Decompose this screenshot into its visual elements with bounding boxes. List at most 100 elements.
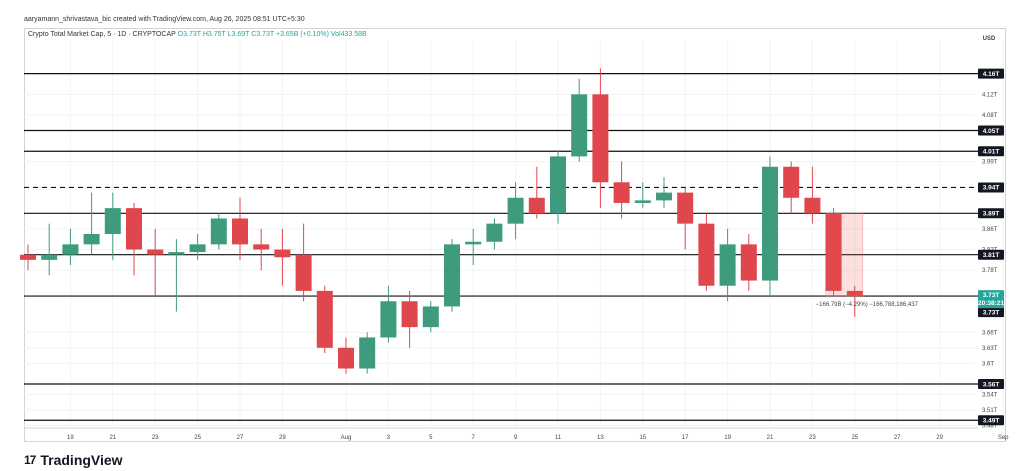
candle-body-0 (20, 254, 36, 260)
candle-body-29 (634, 200, 651, 203)
y-tick-label-5: 3.78T (982, 268, 998, 274)
candle-body-11 (253, 244, 270, 250)
symbol-name: Crypto Total Market Cap, 5 · 1D · CRYPTO… (28, 31, 176, 38)
candle-body-20 (444, 244, 460, 307)
x-tick-label-17: 23 (809, 435, 816, 441)
countdown-label: 20:38:21 (978, 300, 1004, 307)
level-badge-5-bg (978, 249, 1004, 260)
candle-body-38 (825, 213, 842, 291)
candle-body-16 (359, 337, 376, 369)
x-tick-label-6: Aug (341, 435, 352, 441)
x-tick-label-10: 9 (514, 435, 518, 441)
x-tick-label-12: 13 (597, 435, 604, 441)
x-tick-label-21: Sep (998, 435, 1009, 441)
currency-label: USD (983, 36, 996, 42)
x-tick-label-15: 19 (724, 435, 731, 441)
candle-body-31 (677, 192, 694, 224)
level-badge-0: 4.16T (983, 71, 1000, 78)
y-tick-label-2: 3.99T (982, 160, 998, 166)
candle-body-3 (83, 234, 100, 245)
x-tick-label-7: 3 (387, 435, 391, 441)
price-axis[interactable]: USD4.12T4.08T3.99T3.86T3.82T3.78T3.66T3.… (978, 36, 1004, 429)
level-badge-4-bg (978, 208, 1004, 219)
level-badge-2-bg (978, 146, 1004, 157)
symbol-legend: Crypto Total Market Cap, 5 · 1D · CRYPTO… (28, 31, 367, 38)
level-badge-7: 3.56T (983, 381, 1000, 388)
x-tick-label-19: 27 (894, 435, 901, 441)
level-badge-8: 3.49T (983, 418, 1000, 425)
y-tick-label-9: 3.54T (982, 392, 998, 398)
candle-body-6 (147, 249, 164, 255)
candle-body-18 (401, 301, 418, 328)
measure-box (825, 213, 864, 297)
tradingview-wordmark: TradingView (40, 452, 123, 468)
candle-body-15 (338, 347, 354, 369)
x-tick-label-3: 25 (194, 435, 201, 441)
x-tick-label-4: 27 (237, 435, 244, 441)
measure-tool: −166.79B (−4.29%) −166,788,186,437 (816, 213, 919, 308)
chart-frame (24, 28, 1006, 442)
candle-body-30 (656, 192, 672, 201)
y-tick-label-8: 3.6T (982, 361, 994, 367)
candle-body-13 (295, 254, 312, 291)
candle-body-22 (486, 223, 503, 242)
x-tick-label-8: 5 (429, 435, 433, 441)
candle-body-36 (783, 166, 800, 198)
x-tick-label-18: 25 (851, 435, 858, 441)
candle-body-39 (846, 290, 863, 297)
level-badge-3: 3.94T (983, 185, 1000, 192)
level-badge-6-bg (978, 307, 1004, 318)
level-badge-2: 4.01T (983, 149, 1000, 156)
y-tick-label-6: 3.66T (982, 330, 998, 336)
current-price-badge-bg (978, 290, 1004, 309)
candle-body-5 (126, 208, 142, 250)
x-tick-label-2: 23 (152, 435, 159, 441)
level-badge-0-bg (978, 68, 1004, 79)
level-badge-8-bg (978, 415, 1004, 426)
candles (20, 68, 863, 374)
candle-body-12 (274, 249, 291, 258)
tradingview-logo: 17 TradingView (24, 452, 123, 468)
x-tick-label-0: 19 (67, 435, 74, 441)
x-tick-label-14: 17 (682, 435, 689, 441)
candle-body-28 (613, 182, 630, 203)
candle-body-24 (528, 197, 545, 214)
candle-body-14 (316, 290, 333, 348)
candle-body-32 (698, 223, 715, 286)
grid-lines (24, 40, 1004, 428)
candle-body-35 (762, 166, 778, 281)
candle-body-23 (507, 197, 524, 224)
candle-body-33 (719, 244, 736, 286)
x-tick-label-1: 21 (109, 435, 116, 441)
level-badge-6: 3.73T (983, 309, 1000, 316)
candle-body-4 (104, 208, 121, 234)
level-badge-3-bg (978, 182, 1004, 193)
level-badge-5: 3.81T (983, 252, 1000, 259)
measure-label: −166.79B (−4.29%) −166,788,186,437 (816, 302, 919, 308)
candle-body-9 (210, 218, 227, 245)
candle-body-7 (168, 252, 185, 255)
level-badge-1-bg (978, 125, 1004, 136)
chart-author-line: aaryamann_shrivastava_bic created with T… (24, 16, 305, 23)
candle-body-2 (62, 244, 79, 255)
level-badge-4: 3.89T (983, 211, 1000, 218)
tradingview-mark: 17 (24, 453, 36, 467)
level-badge-1: 4.05T (983, 128, 1000, 135)
y-tick-label-0: 4.12T (982, 92, 998, 98)
candle-body-34 (740, 244, 757, 281)
y-tick-label-11: 3.48T (982, 423, 998, 429)
candle-body-19 (422, 306, 439, 328)
y-tick-label-10: 3.51T (982, 408, 998, 414)
candle-body-37 (804, 197, 821, 214)
candle-body-25 (550, 156, 566, 214)
candle-body-1 (41, 254, 58, 260)
candle-body-8 (189, 244, 206, 253)
candle-body-26 (571, 94, 588, 157)
level-badge-7-bg (978, 379, 1004, 390)
x-tick-label-16: 21 (767, 435, 774, 441)
x-tick-label-5: 29 (279, 435, 286, 441)
time-axis[interactable]: 19 21 23 25 27 29 Aug 3 5 7 9 11 13 15 17 19 21 23 25 27 29 S… (24, 427, 1009, 441)
y-tick-label-1: 4.08T (982, 113, 998, 119)
candle-body-21 (465, 241, 482, 245)
